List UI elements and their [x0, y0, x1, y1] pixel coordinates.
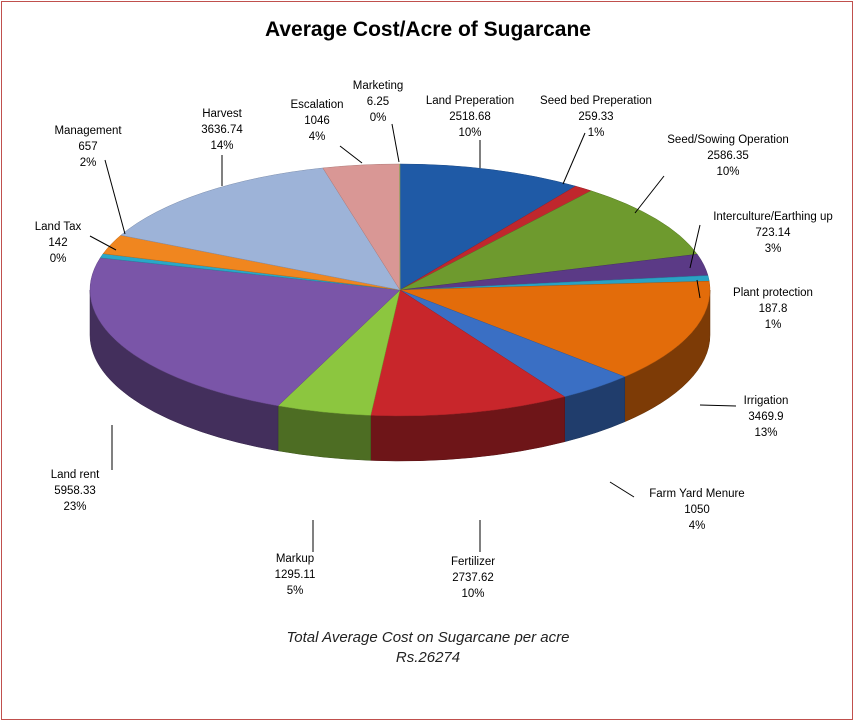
slice-percent-4: 1% — [765, 319, 782, 331]
slice-value-4: 187.8 — [759, 303, 788, 315]
slice-percent-8: 5% — [287, 585, 304, 597]
slice-value-6: 1050 — [684, 504, 710, 516]
leader-line-5 — [699, 404, 737, 407]
slice-name-12: Harvest — [202, 108, 242, 120]
slice-label-8: Markup 1295.11 5% — [275, 553, 316, 597]
slice-value-14: 6.25 — [367, 96, 389, 108]
slice-name-7: Fertilizer — [451, 556, 495, 568]
slice-name-4: Plant protection — [733, 287, 813, 299]
slice-value-0: 2518.68 — [449, 111, 491, 123]
slice-label-3: Interculture/Earthing up 723.14 3% — [713, 211, 833, 255]
slice-percent-7: 10% — [461, 588, 484, 600]
pie-slice-9 — [89, 257, 401, 407]
slice-name-14: Marketing — [353, 80, 404, 92]
slice-percent-0: 10% — [458, 127, 481, 139]
slice-label-10: Land Tax 142 0% — [35, 221, 82, 265]
slice-percent-3: 3% — [765, 243, 782, 255]
slice-name-10: Land Tax — [35, 221, 82, 233]
slice-name-0: Land Preperation — [426, 95, 514, 107]
slice-name-3: Interculture/Earthing up — [713, 211, 833, 223]
leader-line-10 — [89, 235, 117, 251]
slice-percent-1: 1% — [588, 127, 605, 139]
slice-percent-6: 4% — [689, 520, 706, 532]
slice-name-9: Land rent — [51, 469, 100, 481]
pie-slice-0 — [399, 163, 577, 291]
leader-line-11 — [104, 159, 126, 235]
slice-name-13: Escalation — [290, 99, 343, 111]
slice-label-6: Farm Yard Menure 1050 4% — [649, 488, 744, 532]
leader-lines — [89, 123, 737, 552]
leader-line-4 — [696, 279, 701, 299]
slice-name-6: Farm Yard Menure — [649, 488, 744, 500]
slice-label-9: Land rent 5958.33 23% — [51, 469, 100, 513]
footer-line-2: Rs.26274 — [395, 649, 461, 666]
slice-percent-9: 23% — [63, 501, 86, 513]
footer-line-1: Total Average Cost on Sugarcane per acre — [286, 629, 570, 646]
slice-percent-10: 0% — [50, 253, 67, 265]
slice-label-14: Marketing 6.25 0% — [353, 80, 404, 124]
slice-value-9: 5958.33 — [54, 485, 96, 497]
pie-slice-7 — [370, 289, 566, 417]
slice-label-2: Seed/Sowing Operation 2586.35 10% — [667, 134, 788, 178]
slice-label-4: Plant protection 187.8 1% — [733, 287, 813, 331]
leader-line-13 — [339, 145, 363, 164]
slice-label-12: Harvest 3636.74 14% — [201, 108, 243, 152]
slice-name-5: Irrigation — [744, 395, 789, 407]
slice-value-11: 657 — [78, 141, 97, 153]
leader-line-3 — [689, 224, 701, 269]
slice-value-5: 3469.9 — [748, 411, 783, 423]
slice-percent-13: 4% — [309, 131, 326, 143]
slice-value-3: 723.14 — [755, 227, 791, 239]
slice-label-1: Seed bed Preperation 259.33 1% — [540, 95, 652, 139]
slice-name-2: Seed/Sowing Operation — [667, 134, 788, 146]
slice-value-13: 1046 — [304, 115, 330, 127]
slice-value-7: 2737.62 — [452, 572, 494, 584]
slice-value-12: 3636.74 — [201, 124, 243, 136]
slice-labels: Land Preperation 2518.68 10% Seed bed Prepe… — [35, 80, 833, 600]
slice-label-7: Fertilizer 2737.62 10% — [451, 556, 495, 600]
slice-value-10: 142 — [48, 237, 67, 249]
slice-label-13: Escalation 1046 4% — [290, 99, 343, 143]
pie-sides — [89, 289, 711, 462]
slice-label-0: Land Preperation 2518.68 10% — [426, 95, 514, 139]
slice-name-1: Seed bed Preperation — [540, 95, 652, 107]
slice-label-5: Irrigation 3469.9 13% — [744, 395, 789, 439]
leader-line-14 — [391, 123, 400, 163]
slice-percent-14: 0% — [370, 112, 387, 124]
slice-label-11: Management 657 2% — [54, 125, 122, 169]
slice-name-8: Markup — [276, 553, 314, 565]
leader-line-1 — [562, 132, 586, 185]
slice-name-11: Management — [54, 125, 122, 137]
slice-percent-12: 14% — [210, 140, 233, 152]
slice-value-2: 2586.35 — [707, 150, 749, 162]
leader-line-6 — [609, 481, 635, 498]
slice-percent-2: 10% — [716, 166, 739, 178]
slice-value-1: 259.33 — [578, 111, 613, 123]
pie-slice-12 — [120, 167, 401, 291]
leader-line-2 — [634, 175, 665, 214]
chart-footer: Total Average Cost on Sugarcane per acre… — [0, 628, 856, 668]
slice-value-8: 1295.11 — [275, 569, 316, 581]
slice-percent-11: 2% — [80, 157, 97, 169]
chart-title: Average Cost/Acre of Sugarcane — [264, 18, 591, 41]
pie-slice-5 — [399, 280, 711, 378]
slice-percent-5: 13% — [754, 427, 777, 439]
pie-tops — [89, 163, 711, 417]
pie-slice-2 — [399, 190, 698, 291]
